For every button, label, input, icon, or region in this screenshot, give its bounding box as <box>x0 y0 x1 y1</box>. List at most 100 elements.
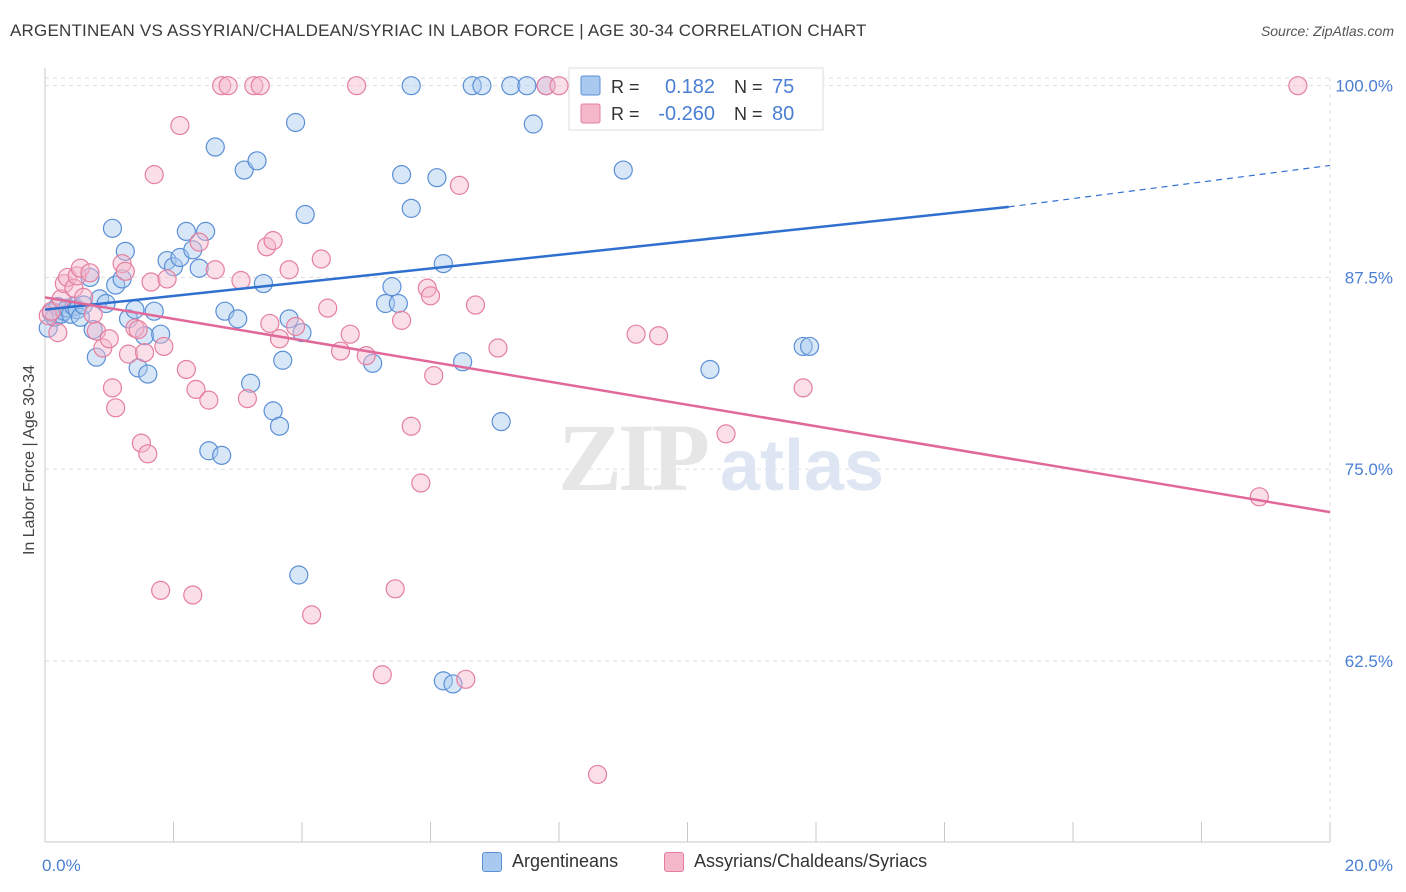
point-assyrians <box>144 165 164 185</box>
point-argentineans <box>501 76 521 96</box>
point-assyrians <box>154 336 174 357</box>
stats-r-value: -0.260 <box>658 103 715 125</box>
point-assyrians <box>48 323 68 343</box>
point-assyrians <box>128 319 148 340</box>
point-assyrians <box>424 366 444 386</box>
legend-item-argentineans[interactable]: Argentineans <box>482 851 618 872</box>
point-argentineans <box>125 300 145 320</box>
point-assyrians <box>102 378 123 398</box>
point-assyrians <box>456 669 476 689</box>
point-assyrians <box>347 76 367 96</box>
point-argentineans <box>196 221 216 242</box>
point-argentineans <box>285 112 306 133</box>
point-argentineans <box>799 336 820 357</box>
watermark-zip: ZIP <box>558 404 707 511</box>
point-argentineans <box>176 221 196 242</box>
stats-r-value: 0.182 <box>665 76 715 98</box>
point-assyrians <box>106 398 126 418</box>
stats-n-label: N = <box>734 77 763 97</box>
stats-legend-box <box>568 67 824 131</box>
y-axis-label-group: In Labor Force | Age 30-34 <box>21 365 38 555</box>
legend-swatch-blue <box>482 851 502 872</box>
legend-label: Assyrians/Chaldeans/Syriacs <box>694 851 928 871</box>
stats-n-label: N = <box>734 104 763 124</box>
point-argentineans <box>115 241 135 261</box>
stats-legend: R = 0.182 N = 75 R = -0.260 N = 80 <box>568 67 824 131</box>
point-assyrians <box>302 605 322 625</box>
bottom-legend: Argentineans Assyrians/Chaldeans/Syriacs <box>0 851 1406 877</box>
point-assyrians <box>465 295 486 315</box>
trend-line-argentineans <box>44 205 1009 311</box>
chart-title: ARGENTINEAN VS ASSYRIAN/CHALDEAN/SYRIAC … <box>10 21 867 40</box>
point-argentineans <box>189 258 209 278</box>
point-argentineans <box>295 204 315 225</box>
point-assyrians <box>587 764 608 785</box>
point-argentineans <box>269 416 290 436</box>
point-assyrians <box>385 579 405 599</box>
point-argentineans <box>102 218 123 238</box>
point-assyrians <box>340 324 360 344</box>
point-assyrians <box>648 326 669 346</box>
watermark-atlas: atlas <box>720 426 884 506</box>
point-assyrians <box>138 444 158 464</box>
x-tick-label: 20.0% <box>1345 856 1393 875</box>
point-assyrians <box>131 433 151 453</box>
point-assyrians <box>157 269 177 289</box>
point-assyrians <box>311 249 331 269</box>
point-assyrians <box>449 175 470 195</box>
x-tick-label: 0.0% <box>42 856 81 875</box>
point-argentineans <box>183 240 203 260</box>
stats-legend-swatch-pink <box>580 103 601 124</box>
point-assyrians <box>125 318 145 338</box>
point-assyrians <box>318 298 338 318</box>
point-assyrians <box>263 231 283 251</box>
point-argentineans <box>462 76 482 96</box>
point-assyrians <box>488 338 508 358</box>
point-assyrians <box>231 270 251 291</box>
point-argentineans <box>289 565 309 585</box>
point-argentineans <box>273 350 293 370</box>
point-argentineans <box>433 254 453 274</box>
point-argentineans <box>83 319 103 340</box>
point-assyrians <box>279 260 299 280</box>
point-assyrians <box>716 424 736 444</box>
point-assyrians <box>186 379 206 400</box>
point-argentineans <box>793 336 813 357</box>
trend-line-assyrians <box>44 296 1331 514</box>
axes-layer <box>44 68 1331 843</box>
point-argentineans <box>151 324 171 344</box>
point-argentineans <box>363 353 383 373</box>
point-assyrians <box>141 272 161 292</box>
point-assyrians <box>260 313 280 334</box>
source-label: Source: ZipAtlas.com <box>1260 23 1394 39</box>
legend-item-assyrians[interactable]: Assyrians/Chaldeans/Syriacs <box>664 851 927 872</box>
point-argentineans <box>388 293 408 314</box>
point-argentineans <box>279 309 299 329</box>
point-assyrians <box>420 286 441 306</box>
point-argentineans <box>199 441 219 461</box>
y-tick-label: 75.0% <box>1345 460 1393 479</box>
point-argentineans <box>443 674 463 694</box>
point-argentineans <box>472 76 492 96</box>
point-assyrians <box>250 76 270 96</box>
trend-layer <box>44 164 1331 514</box>
tick-labels: 62.5% 75.0% 87.5% 100.0% 0.0% 20.0% <box>42 77 1393 875</box>
point-assyrians <box>176 359 196 380</box>
point-argentineans <box>391 165 412 185</box>
point-argentineans <box>700 359 720 380</box>
point-assyrians <box>118 344 139 364</box>
point-assyrians <box>391 310 412 330</box>
point-assyrians <box>205 260 225 280</box>
point-argentineans <box>401 198 421 218</box>
point-assyrians <box>1249 487 1269 507</box>
point-assyrians <box>199 390 219 410</box>
point-assyrians <box>401 416 421 436</box>
point-assyrians <box>112 254 132 274</box>
point-argentineans <box>401 76 421 96</box>
point-assyrians <box>83 304 103 324</box>
point-assyrians <box>244 76 264 96</box>
point-assyrians <box>189 232 209 252</box>
point-assyrians <box>170 115 190 136</box>
point-argentineans <box>241 373 261 393</box>
